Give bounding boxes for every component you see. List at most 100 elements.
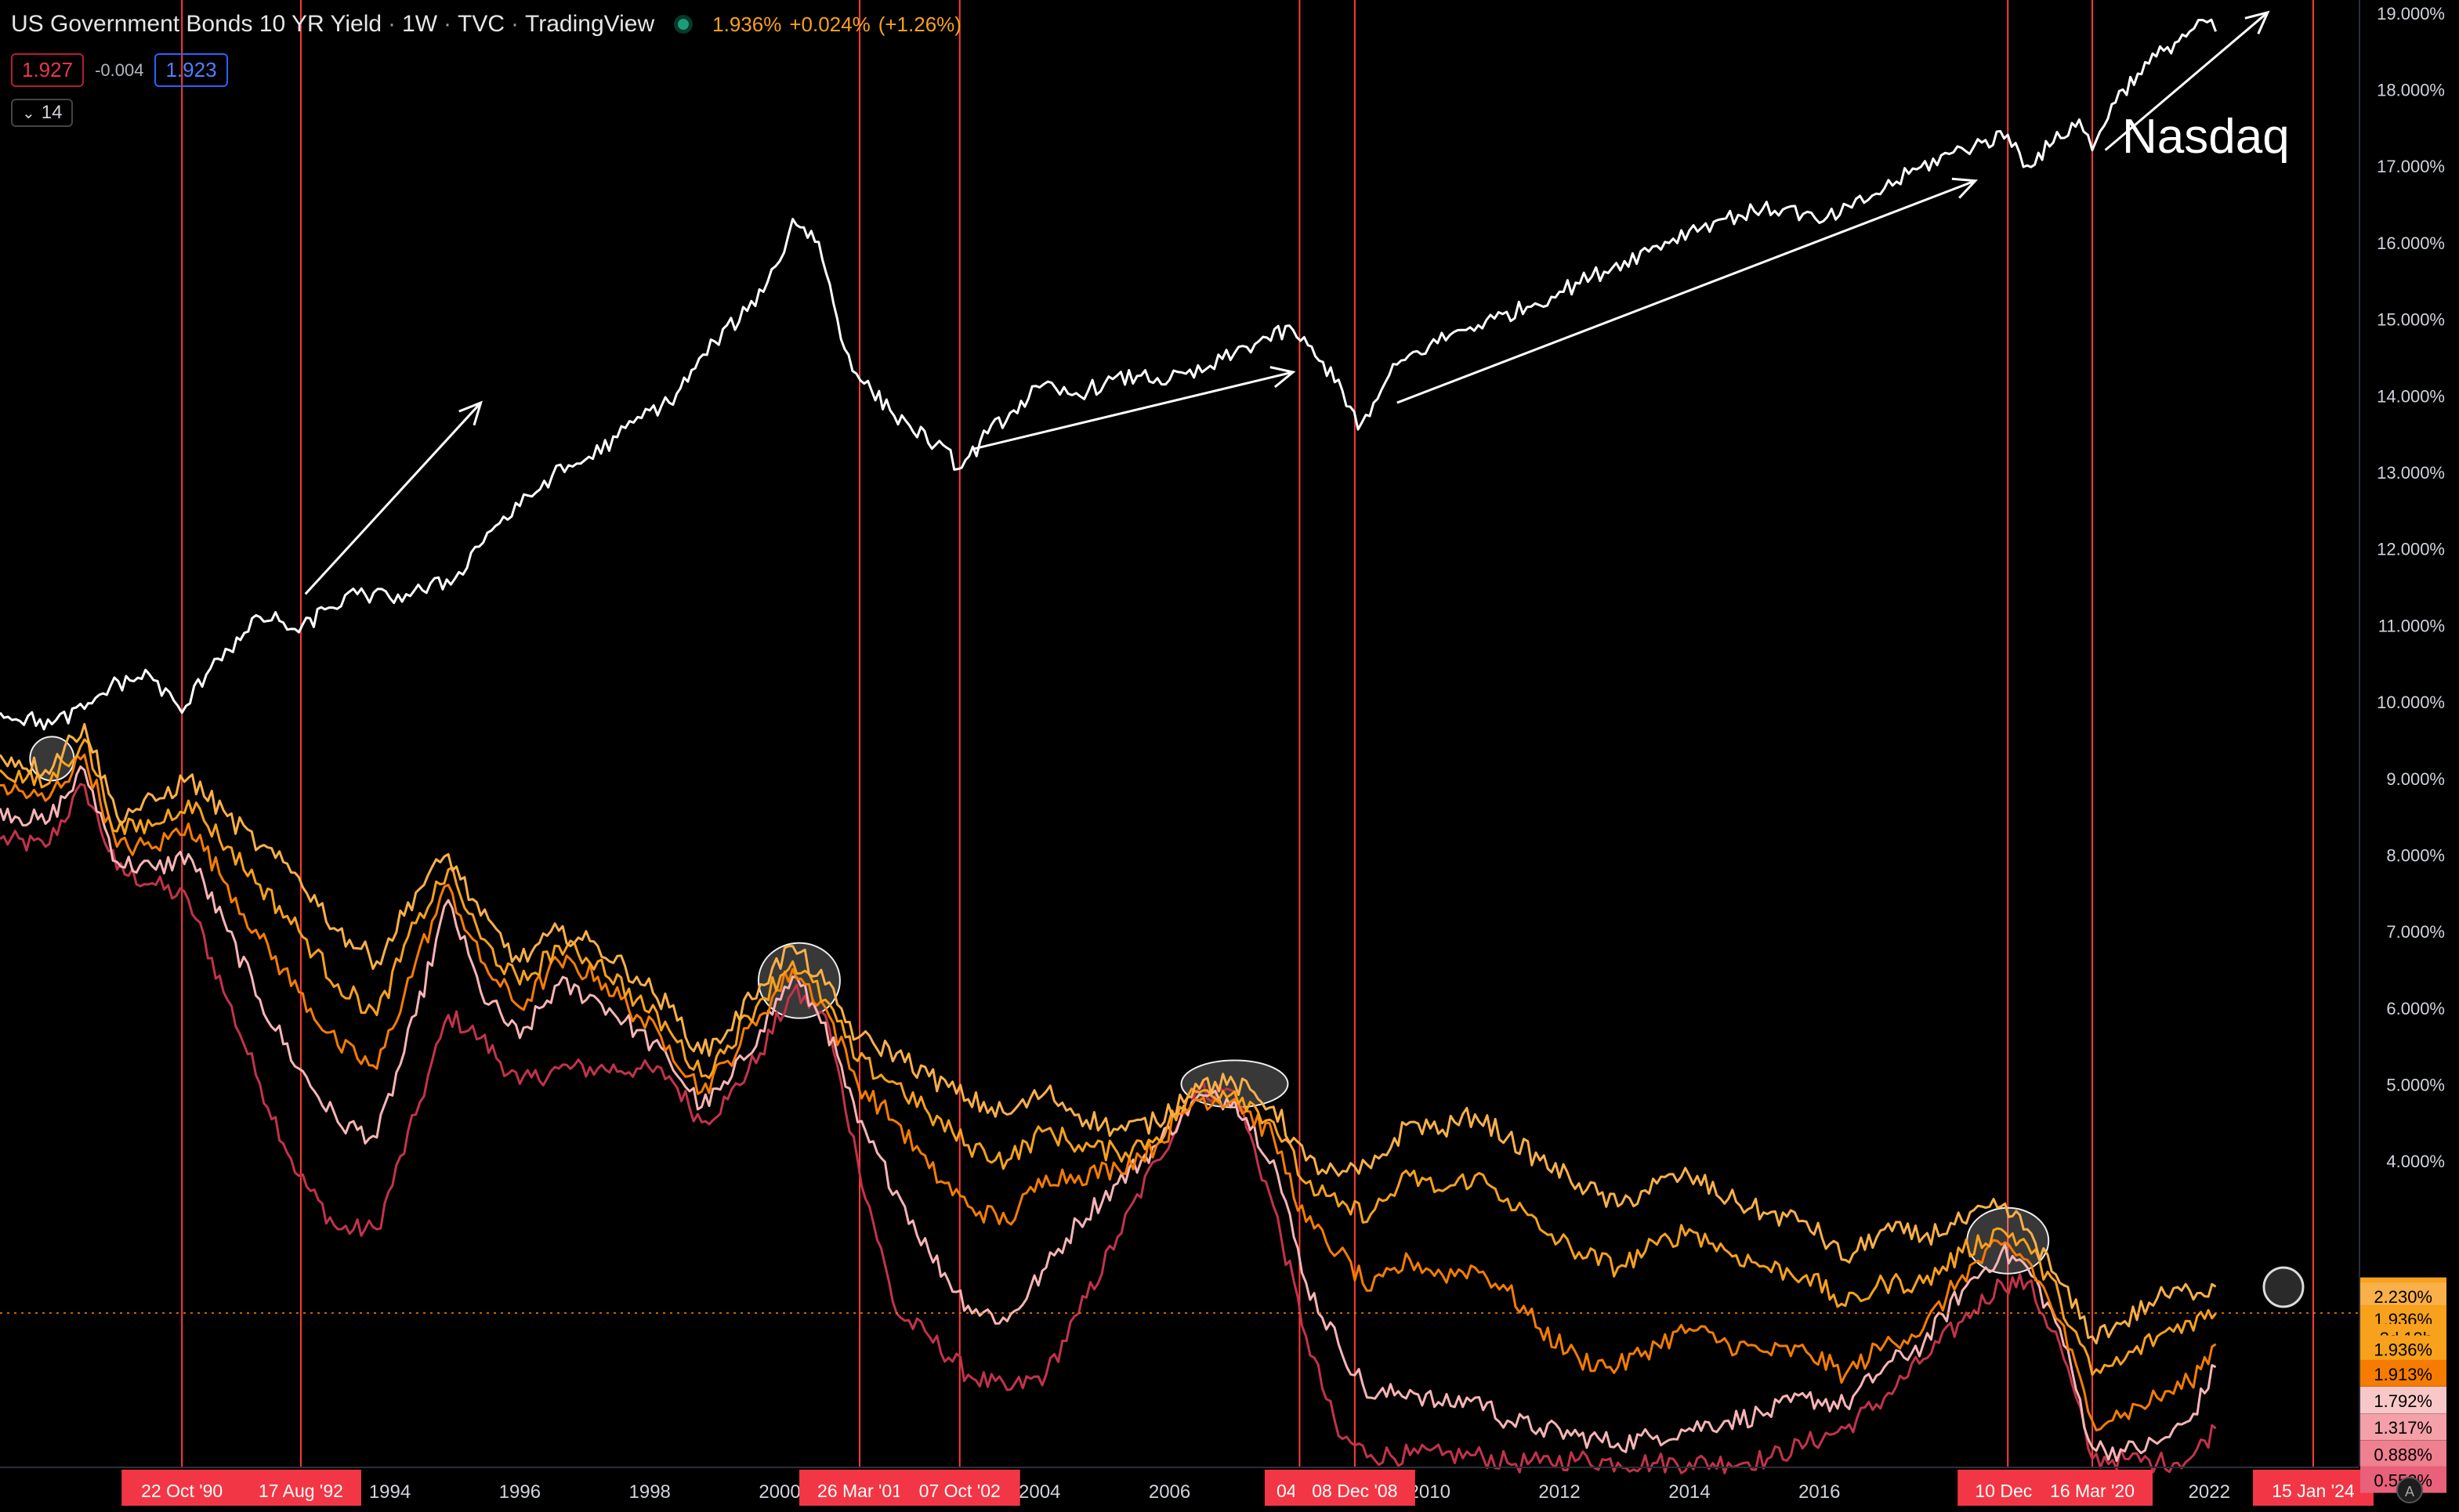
price-change-pct: (+1.26%) — [878, 12, 962, 36]
price-badge-label: 1.913% — [2374, 1365, 2432, 1384]
event-date-label: 26 Mar '01 — [817, 1481, 902, 1501]
chart-header: US Government Bonds 10 YR Yield · 1W · T… — [11, 11, 969, 38]
time-tick-label: 1994 — [369, 1481, 411, 1503]
price-tick-label: 14.000% — [2377, 386, 2445, 406]
price-tick-label: 13.000% — [2377, 463, 2445, 483]
price-tick-label: 15.000% — [2377, 310, 2445, 330]
trend-arrow-line — [974, 371, 1294, 450]
nasdaq-annotation: Nasdaq — [2122, 110, 2290, 164]
price-tick-label: 7.000% — [2386, 922, 2445, 942]
series-lines — [0, 18, 2218, 1474]
event-date-label: 16 Mar '20 — [2050, 1481, 2135, 1501]
event-date-badge — [2032, 1470, 2153, 1506]
series-line — [0, 783, 2217, 1474]
time-tick-label: 2006 — [1149, 1481, 1190, 1503]
separator: · — [388, 11, 397, 37]
time-tick-label: 2012 — [1538, 1481, 1580, 1503]
event-date-label: 22 Oct '90 — [141, 1481, 223, 1501]
price-badge — [2360, 1387, 2446, 1414]
separator: · — [444, 11, 452, 37]
price-badge — [2360, 1282, 2446, 1310]
price-badge-label: 1.792% — [2374, 1391, 2432, 1411]
auto-scale-button[interactable] — [2396, 1477, 2423, 1503]
price-badge — [2360, 1335, 2446, 1362]
event-date-label: 17 Aug '92 — [259, 1481, 343, 1501]
time-tick-label: 1998 — [629, 1481, 671, 1503]
spread: -0.004 — [95, 60, 144, 80]
time-tick-label: 2014 — [1668, 1481, 1710, 1503]
event-date-badge — [121, 1470, 243, 1506]
series-line — [0, 18, 2218, 731]
event-date-label: 10 Dec ' — [1975, 1481, 2041, 1501]
price-badge-label: 1.317% — [2374, 1418, 2432, 1438]
price-tick-label: 8.000% — [2386, 845, 2445, 865]
trend-arrows — [304, 10, 2270, 595]
event-date-badge — [899, 1470, 1020, 1506]
separator: · — [511, 11, 520, 37]
price-axis: 4.000% 5.000% 6.000% 7.000% 8.000% 9.000% 10.0… — [2359, 0, 2459, 1512]
price-change: +0.024% — [789, 12, 871, 36]
price-axis-bg — [2360, 0, 2459, 1512]
time-tick-label: 2016 — [1798, 1481, 1840, 1503]
price-badge-label: 0.888% — [2374, 1445, 2432, 1464]
last-price: 1.936% — [712, 12, 782, 36]
trend-arrow-head — [1951, 177, 1978, 199]
auto-scale-label: A — [2405, 1484, 2414, 1499]
event-date-badge — [240, 1470, 361, 1506]
price-tick-label: 11.000% — [2378, 616, 2445, 635]
time-tick-label: 1996 — [499, 1481, 541, 1503]
marker-dot[interactable] — [2262, 1266, 2305, 1308]
price-tick-label: 19.000% — [2377, 4, 2445, 24]
trend-arrow-head — [1269, 366, 1296, 389]
symbol-title[interactable]: US Government Bonds 10 YR Yield — [11, 11, 382, 37]
trend-arrow-head — [2244, 10, 2270, 34]
price-tick-label: 12.000% — [2377, 540, 2445, 559]
chevron-down-icon: ⌄ — [22, 105, 35, 122]
time-tick-label: 2004 — [1019, 1481, 1060, 1503]
event-date-label: 07 Oct '02 — [919, 1481, 1001, 1501]
price-badge — [2360, 1413, 2446, 1441]
time-tick-label: 2010 — [1409, 1481, 1450, 1503]
event-date-badge — [1294, 1470, 1415, 1506]
price-axis-badges: 2.297%2.230%1.936%3d 18h1.936%1.913%1.79… — [2360, 1277, 2446, 1493]
market-status-icon — [678, 19, 690, 30]
price-tick-label: 6.000% — [2386, 999, 2445, 1018]
series-line — [0, 722, 2217, 1345]
series-line — [0, 753, 2217, 1432]
event-date-label: 08 Dec '08 — [1312, 1481, 1397, 1501]
trade-buttons: 1.927 -0.004 1.923 — [11, 53, 228, 87]
interval[interactable]: 1W — [402, 11, 438, 37]
price-badge-label: 2.230% — [2374, 1287, 2432, 1307]
price-badge — [2360, 1440, 2446, 1467]
quote: 1.936% +0.024% (+1.26%) — [712, 13, 969, 37]
indicators-toggle[interactable]: ⌄ 14 — [11, 99, 74, 127]
buy-button[interactable]: 1.923 — [154, 53, 228, 87]
trend-arrow-head — [458, 400, 483, 426]
source: TradingView — [525, 11, 655, 37]
price-tick-label: 17.000% — [2377, 157, 2445, 176]
series-line — [0, 765, 2217, 1463]
event-date-label: 15 Jan '24 — [2272, 1481, 2355, 1501]
price-tick-label: 18.000% — [2377, 81, 2445, 100]
price-tick-label: 10.000% — [2377, 693, 2445, 712]
price-tick-label: 4.000% — [2386, 1152, 2445, 1171]
trend-arrow-line — [1396, 179, 1976, 404]
exchange: TVC — [458, 11, 505, 37]
time-tick-label: 2022 — [2189, 1481, 2230, 1503]
time-axis: 1994 1996 1998 2000 2004 2006 2010 2012 2014 2016… — [0, 1467, 2374, 1506]
price-badge-label: 1.936% — [2374, 1340, 2432, 1360]
sell-button[interactable]: 1.927 — [11, 53, 85, 87]
event-lines — [181, 0, 2314, 1467]
trend-arrow-line — [2104, 11, 2269, 151]
price-tick-label: 9.000% — [2386, 769, 2445, 789]
trend-arrow-line — [304, 402, 482, 595]
price-badge — [2360, 1359, 2446, 1387]
indicator-count: 14 — [41, 102, 63, 123]
price-tick-label: 16.000% — [2377, 233, 2445, 253]
price-tick-label: 5.000% — [2386, 1076, 2445, 1095]
series-line — [0, 738, 2217, 1376]
time-tick-label: 2000 — [759, 1481, 800, 1503]
event-date-badge — [2252, 1470, 2374, 1506]
